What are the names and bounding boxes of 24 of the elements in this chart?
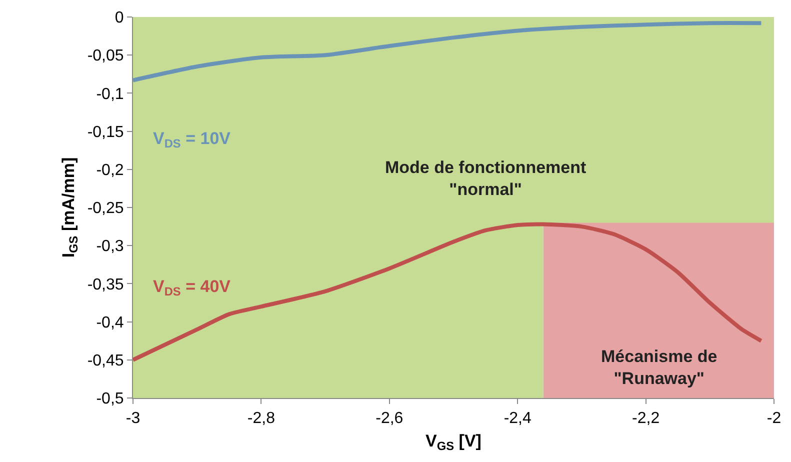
x-tick-label: -2,4 bbox=[504, 410, 532, 428]
line-series bbox=[133, 21, 764, 82]
series-label: V$_{DS}$ = 40V bbox=[153, 277, 232, 299]
x-axis-title: V$_{GS}$ [V] bbox=[426, 432, 482, 454]
x-tick-label: -3 bbox=[126, 410, 140, 428]
y-tick-label: -0,25 bbox=[87, 200, 124, 218]
y-tick-label: -0,15 bbox=[87, 124, 124, 141]
y-tick-label: -0,4 bbox=[96, 314, 124, 332]
y-tick-label: -0,1 bbox=[96, 86, 124, 103]
y-tick-label: -0,5 bbox=[96, 390, 124, 408]
y-tick-label: -0,3 bbox=[96, 238, 124, 256]
band-label: Mode de fonctionnement "normal" bbox=[385, 158, 586, 200]
x-tick-label: -2 bbox=[766, 410, 782, 428]
y-tick-label: -0,35 bbox=[87, 276, 124, 294]
x-tick-label: -2,2 bbox=[632, 410, 660, 428]
y-tick-label: 0 bbox=[114, 10, 124, 27]
x-tick-label: -2,8 bbox=[247, 410, 276, 428]
y-tick-label: -0,45 bbox=[87, 352, 124, 370]
y-tick-label: -0,2 bbox=[96, 162, 124, 179]
x-tick-label: -2,6 bbox=[376, 410, 404, 428]
y-tick-label: -0,05 bbox=[87, 48, 124, 65]
band-label: Mécanisme de "Runaway" bbox=[601, 347, 718, 388]
line-series bbox=[133, 222, 764, 362]
text: V$_{DS}$ = 10V bbox=[153, 129, 232, 151]
